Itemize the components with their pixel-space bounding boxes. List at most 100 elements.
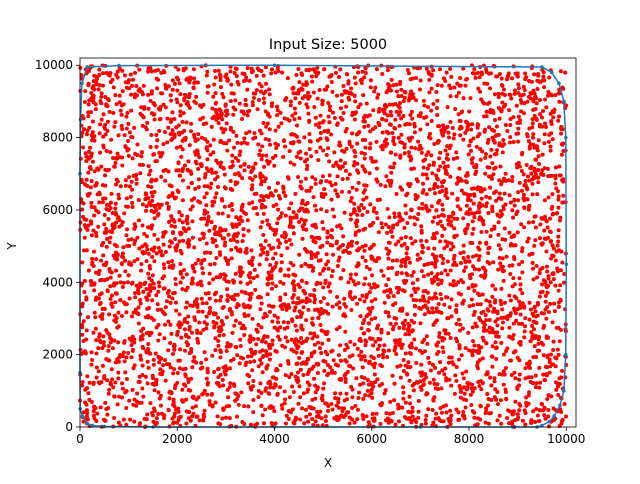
scatter-point: [512, 306, 517, 311]
scatter-point: [367, 171, 372, 176]
scatter-point: [219, 319, 224, 324]
scatter-point: [541, 372, 546, 377]
scatter-point: [421, 98, 426, 103]
scatter-point: [429, 277, 434, 282]
scatter-point: [183, 135, 188, 140]
scatter-point: [268, 142, 273, 147]
scatter-point: [227, 416, 232, 421]
scatter-point: [380, 72, 385, 77]
scatter-point: [485, 101, 490, 106]
scatter-point: [423, 421, 428, 426]
scatter-point: [461, 250, 466, 255]
scatter-point: [313, 390, 318, 395]
scatter-point: [488, 410, 493, 415]
scatter-point: [273, 128, 278, 133]
scatter-point: [417, 256, 422, 261]
scatter-point: [257, 152, 262, 157]
scatter-point: [398, 79, 403, 84]
scatter-point: [218, 355, 223, 360]
scatter-point: [225, 293, 230, 298]
scatter-point: [255, 274, 260, 279]
scatter-point: [426, 261, 431, 266]
scatter-point: [493, 287, 498, 292]
scatter-point: [484, 341, 489, 346]
scatter-point: [221, 408, 226, 413]
scatter-point: [303, 339, 308, 344]
scatter-point: [149, 177, 154, 182]
scatter-point: [520, 152, 524, 157]
scatter-point: [246, 381, 251, 386]
scatter-point: [392, 211, 397, 216]
scatter-point: [108, 335, 113, 340]
scatter-point: [557, 114, 562, 119]
scatter-point: [546, 283, 551, 288]
scatter-point: [256, 142, 261, 147]
scatter-point: [177, 320, 182, 325]
scatter-point: [102, 213, 107, 218]
scatter-point: [189, 129, 194, 134]
scatter-point: [469, 211, 474, 216]
scatter-point: [245, 87, 250, 92]
scatter-point: [234, 215, 239, 220]
scatter-point: [108, 275, 113, 280]
scatter-point: [372, 206, 377, 211]
scatter-point: [168, 93, 173, 98]
scatter-point: [553, 165, 558, 170]
scatter-point: [419, 387, 424, 392]
scatter-point: [307, 188, 312, 193]
scatter-point: [385, 113, 390, 118]
scatter-point: [350, 110, 355, 115]
scatter-point: [175, 100, 180, 105]
scatter-point: [105, 119, 110, 124]
scatter-point: [436, 168, 441, 173]
scatter-point: [250, 200, 255, 205]
scatter-point: [145, 247, 150, 252]
scatter-point: [535, 275, 540, 280]
scatter-point: [354, 224, 359, 229]
scatter-point: [529, 79, 534, 84]
scatter-point: [373, 297, 378, 302]
scatter-point: [103, 167, 108, 172]
scatter-point: [342, 312, 347, 317]
scatter-point: [228, 69, 233, 74]
scatter-point: [420, 206, 425, 211]
scatter-point: [373, 85, 378, 90]
scatter-point: [343, 129, 348, 134]
scatter-point: [426, 150, 431, 155]
scatter-point: [456, 280, 461, 285]
scatter-point: [263, 407, 268, 412]
scatter-point: [135, 311, 140, 316]
scatter-point: [515, 412, 520, 417]
scatter-point: [217, 333, 222, 338]
scatter-point: [322, 309, 327, 314]
scatter-point: [256, 322, 261, 327]
scatter-point: [205, 219, 210, 224]
scatter-point: [228, 381, 233, 386]
scatter-point: [526, 220, 531, 225]
scatter-point: [344, 397, 349, 402]
scatter-point: [293, 415, 298, 420]
scatter-point: [542, 228, 547, 233]
scatter-point: [291, 210, 296, 215]
scatter-point: [80, 383, 85, 388]
scatter-point: [293, 111, 298, 116]
scatter-point: [283, 193, 288, 198]
scatter-point: [80, 322, 85, 327]
scatter-point: [560, 368, 565, 373]
scatter-point: [255, 66, 260, 71]
scatter-point: [384, 246, 389, 251]
scatter-point: [216, 366, 221, 371]
scatter-point: [159, 174, 164, 179]
scatter-point: [551, 339, 556, 344]
scatter-point: [232, 323, 237, 328]
scatter-point: [224, 258, 229, 263]
scatter-point: [216, 343, 221, 348]
scatter-point: [187, 410, 192, 415]
scatter-point: [468, 192, 473, 197]
scatter-point: [214, 158, 219, 163]
scatter-point: [81, 319, 86, 324]
scatter-point: [341, 414, 346, 419]
scatter-point: [421, 181, 426, 186]
scatter-point: [139, 357, 144, 362]
scatter-point: [240, 239, 245, 244]
